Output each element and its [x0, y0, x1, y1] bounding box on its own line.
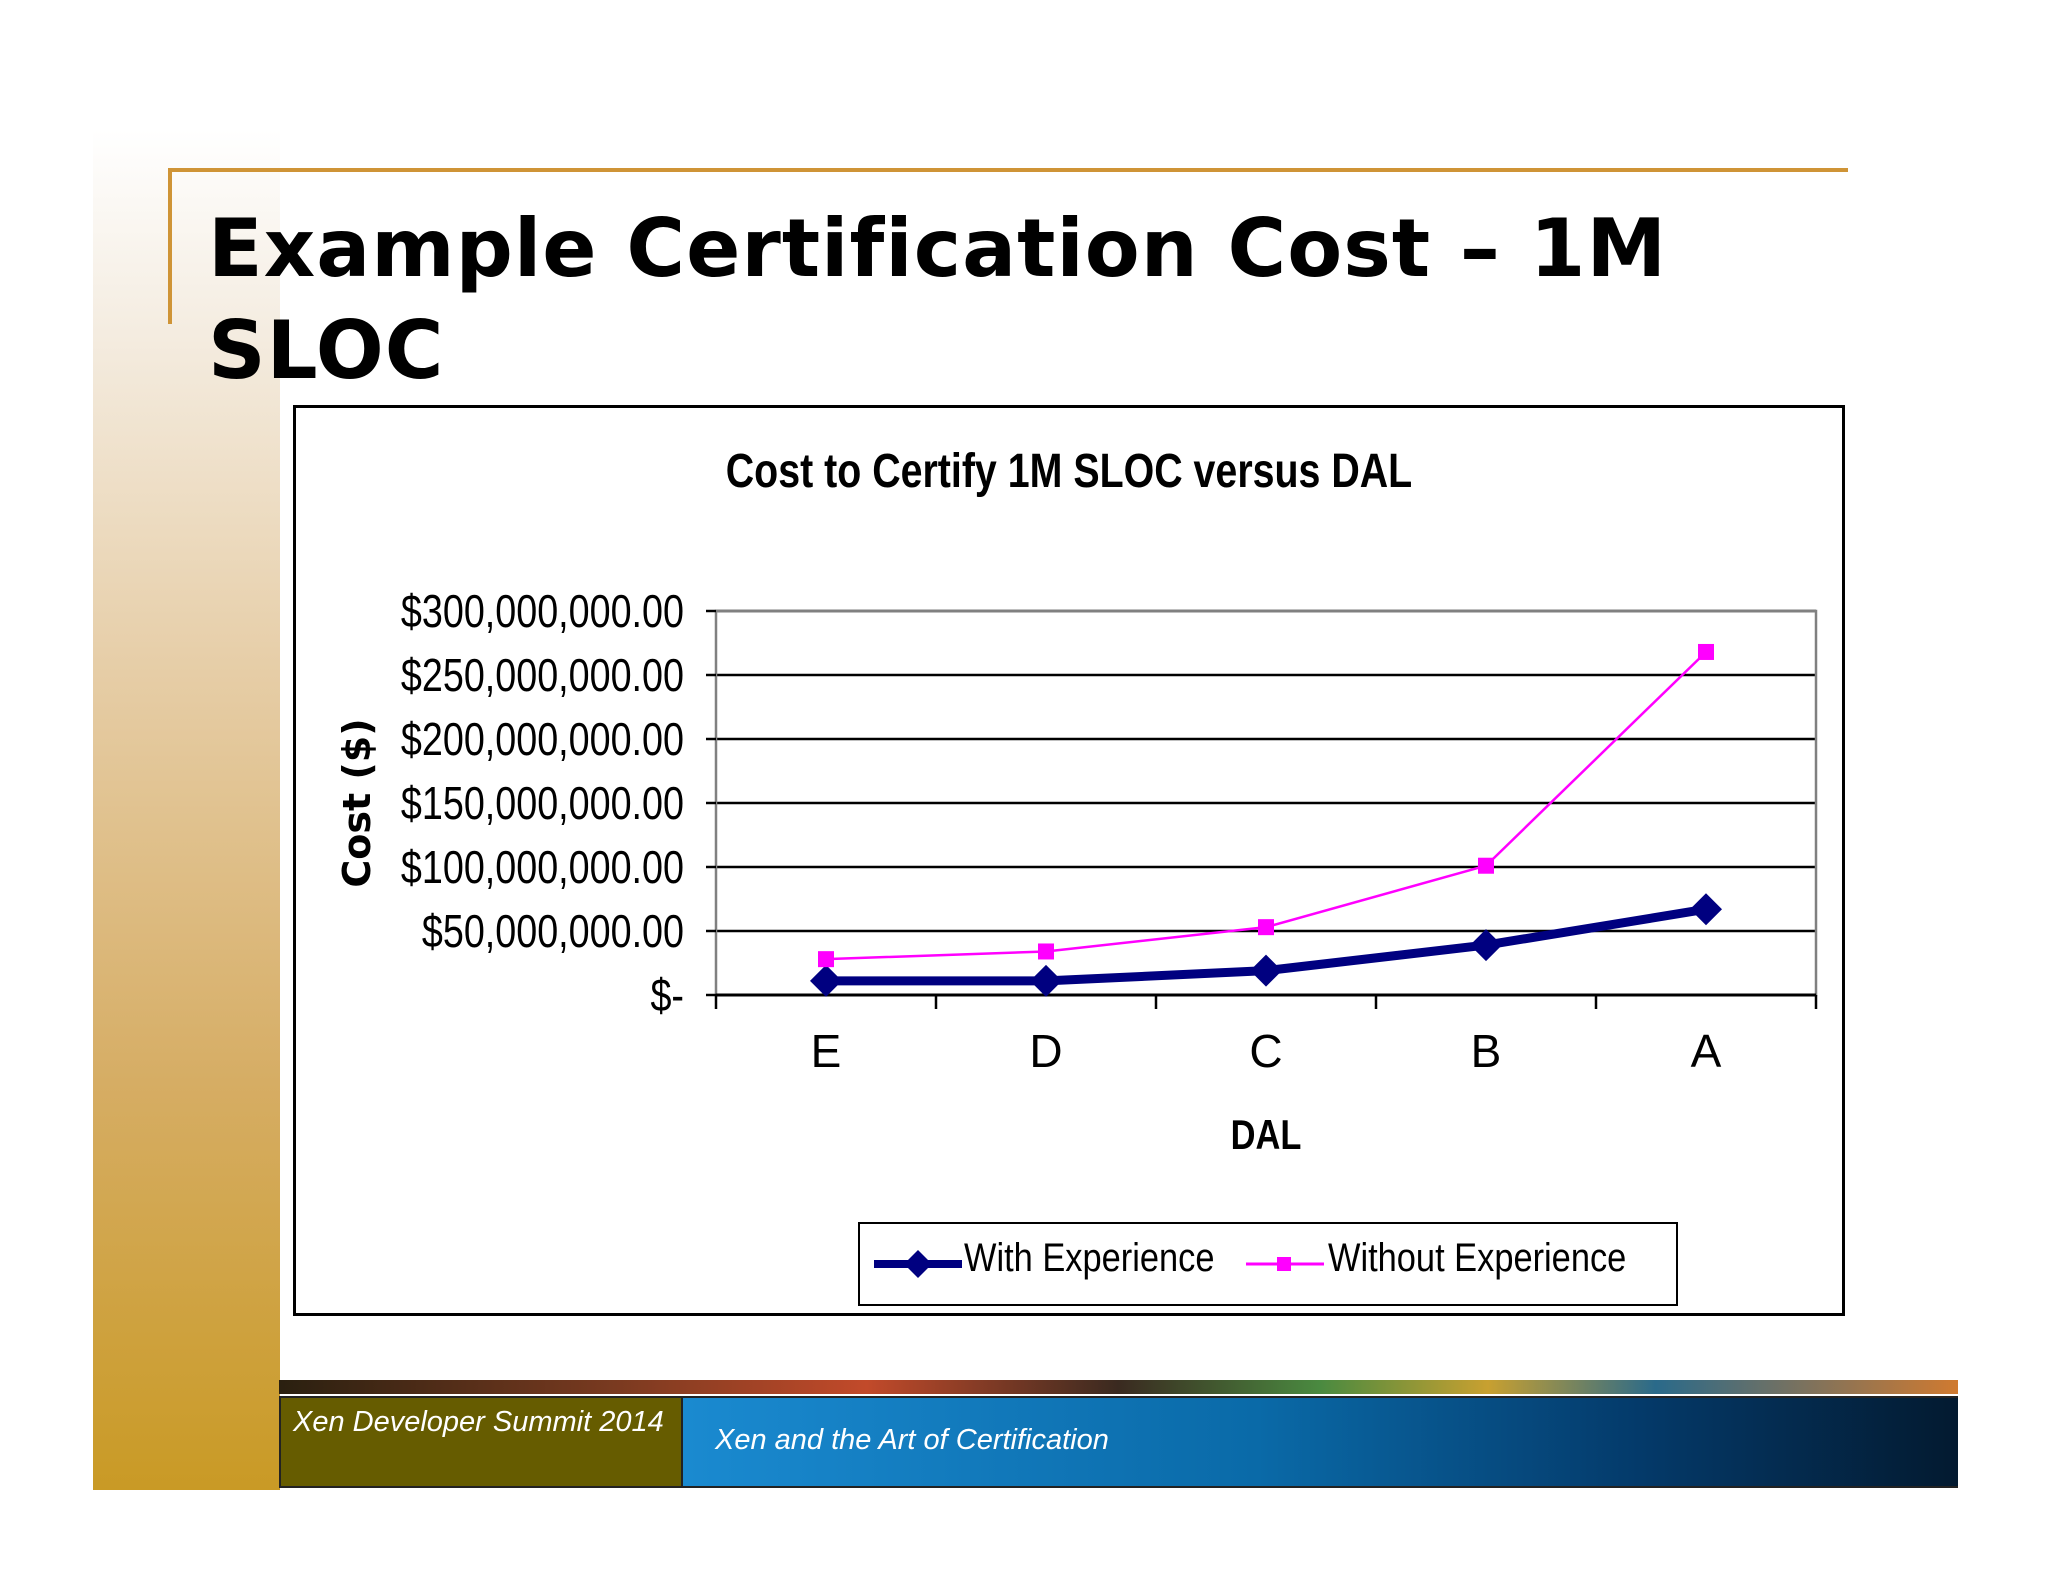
- data-point-with-experience: [1470, 929, 1502, 962]
- y-tick-label: $50,000,000.00: [422, 905, 684, 956]
- data-point-without-experience: [1038, 943, 1054, 960]
- series-markers: [810, 643, 1722, 997]
- data-point-with-experience: [810, 964, 842, 997]
- line-chart: $- $50,000,000.00 $100,000,000.00 $150,000,…: [335, 444, 1818, 1159]
- y-tick-label: $150,000,000.00: [401, 777, 684, 828]
- gridlines: [716, 609, 1816, 933]
- series-line-without-experience: [825, 651, 1707, 961]
- x-tick-label: C: [1249, 1025, 1282, 1077]
- chart-title: Cost to Certify 1M SLOC versus DAL: [726, 444, 1412, 498]
- y-tick-label: $200,000,000.00: [401, 713, 684, 764]
- title-rule-top: [168, 168, 1848, 172]
- data-point-without-experience: [818, 951, 834, 968]
- legend-item-without-experience: Without Experience: [1240, 1224, 1676, 1304]
- legend-label-with-experience: With Experience: [964, 1236, 1215, 1280]
- chart-text: $- $50,000,000.00 $100,000,000.00 $150,000,…: [335, 444, 1722, 1158]
- data-point-without-experience: [1698, 643, 1714, 660]
- footer-event-text: Xen Developer Summit 2014: [293, 1406, 664, 1438]
- x-tick-label: A: [1691, 1025, 1722, 1077]
- legend-swatch-without-experience: [1246, 1257, 1324, 1271]
- footer-left-panel: Xen Developer Summit 2014: [279, 1396, 683, 1488]
- y-axis-label: Cost ($): [335, 718, 379, 887]
- data-point-without-experience: [1258, 919, 1274, 936]
- footer-talk-title: Xen and the Art of Certification: [715, 1424, 1109, 1456]
- footer-right-panel: Xen and the Art of Certification: [683, 1396, 1958, 1488]
- y-tick-label: $100,000,000.00: [401, 841, 684, 892]
- slide-title: Example Certification Cost – 1M SLOC: [208, 202, 1668, 397]
- footer-color-stripe: [279, 1380, 1958, 1394]
- y-tick-label: $300,000,000.00: [401, 585, 684, 636]
- data-point-with-experience: [1690, 893, 1722, 926]
- x-tick-label: B: [1471, 1025, 1502, 1077]
- legend-label-without-experience: Without Experience: [1328, 1236, 1627, 1280]
- chart-frame: [293, 405, 1845, 1316]
- side-gradient-bar: [93, 130, 280, 1490]
- data-point-with-experience: [1030, 964, 1062, 997]
- axes: [706, 609, 1818, 1009]
- data-point-with-experience: [1250, 954, 1282, 987]
- y-tick-label: $-: [650, 969, 684, 1020]
- x-tick-label: E: [811, 1025, 842, 1077]
- legend-item-with-experience: With Experience: [860, 1224, 1240, 1304]
- chart-legend: With Experience Without Experience: [858, 1222, 1678, 1306]
- legend-swatch-with-experience: [874, 1250, 962, 1278]
- data-point-without-experience: [1478, 857, 1494, 874]
- title-rule-left: [168, 168, 172, 324]
- x-tick-label: D: [1029, 1025, 1062, 1077]
- y-tick-label: $250,000,000.00: [401, 649, 684, 700]
- x-axis-label: DAL: [1231, 1112, 1302, 1159]
